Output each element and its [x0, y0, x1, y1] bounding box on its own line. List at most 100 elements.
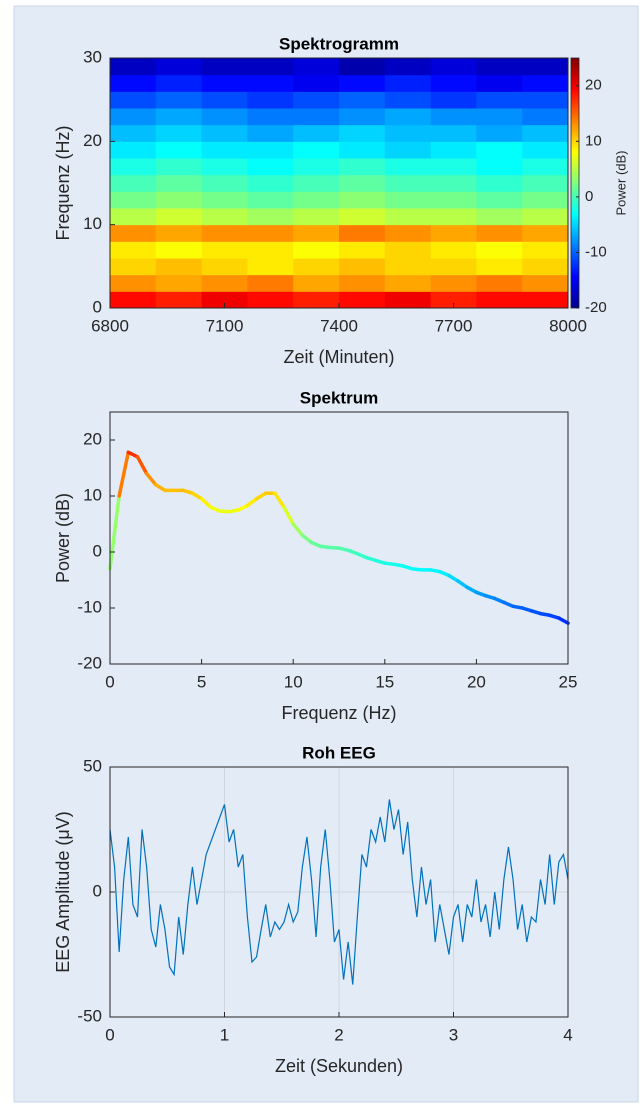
x-tick-label: 7400 — [320, 316, 358, 335]
heatmap-cell — [430, 274, 477, 292]
line-segment — [245, 497, 259, 508]
heatmap-cell — [339, 141, 386, 159]
heatmap-cell — [476, 174, 523, 192]
heatmap-cell — [247, 158, 294, 176]
heatmap-cell — [247, 291, 294, 309]
x-tick-label: 3 — [449, 1025, 458, 1044]
heatmap-cell — [430, 258, 477, 276]
heatmap-cell — [293, 124, 340, 142]
heatmap-cell — [476, 274, 523, 292]
heatmap-cell — [339, 58, 386, 76]
heatmap-cell — [110, 91, 157, 109]
heatmap-cell — [339, 191, 386, 209]
heatmap-cell — [430, 141, 477, 159]
line-segment — [117, 450, 131, 498]
heatmap-cell — [384, 241, 432, 259]
heatmap-cell — [247, 124, 294, 142]
heatmap-cell — [293, 141, 340, 159]
heatmap-cell — [430, 191, 477, 209]
heatmap-cell — [476, 124, 523, 142]
heatmap-cell — [476, 191, 523, 209]
x-tick-label: 8000 — [549, 316, 587, 335]
heatmap-cell — [430, 91, 477, 109]
heatmap-cell — [476, 258, 523, 276]
heatmap-cell — [247, 141, 294, 159]
heatmap-cell — [384, 108, 432, 126]
heatmap-cell — [384, 91, 432, 109]
heatmap-cell — [201, 224, 248, 242]
line — [109, 799, 569, 985]
heatmap-cell — [247, 191, 294, 209]
heatmap-cell — [430, 158, 477, 176]
x-tick-label: 1 — [220, 1025, 229, 1044]
heatmap-cell — [110, 241, 157, 259]
colorbar-tick-label: 10 — [585, 132, 602, 149]
heatmap-cell — [247, 274, 294, 292]
y-tick-label: 20 — [83, 429, 102, 448]
colorbar-tick-label: 20 — [585, 77, 602, 94]
heatmap-cell — [247, 108, 294, 126]
heatmap-cell — [247, 74, 294, 92]
line-segment — [300, 533, 314, 545]
line-segment — [282, 505, 295, 526]
heatmap-cell — [384, 74, 432, 92]
heatmap-cell — [293, 208, 340, 226]
heatmap-cell — [384, 258, 432, 276]
heatmap-cell — [430, 58, 477, 76]
heatmap-cell — [339, 108, 386, 126]
heatmap-cell — [522, 124, 569, 142]
heatmap-cell — [155, 74, 203, 92]
colorbar-tick-label: -10 — [585, 243, 607, 260]
plot-area — [110, 412, 568, 664]
heatmap-cell — [155, 274, 203, 292]
heatmap-cell — [339, 241, 386, 259]
heatmap-cell — [293, 74, 340, 92]
heatmap-cell — [384, 141, 432, 159]
heatmap-cell — [430, 74, 477, 92]
heatmap-cell — [339, 74, 386, 92]
line-segment — [108, 494, 121, 571]
heatmap-cell — [155, 241, 203, 259]
heatmap-cell — [155, 291, 203, 309]
heatmap-cell — [293, 274, 340, 292]
x-tick-label: 15 — [375, 672, 394, 691]
heatmap-cell — [339, 158, 386, 176]
axes-box — [109, 411, 569, 665]
line-segment — [456, 579, 469, 590]
heatmap-cell — [339, 91, 386, 109]
heatmap-cell — [522, 274, 569, 292]
heatmap-cell — [384, 208, 432, 226]
heatmap-cell — [293, 174, 340, 192]
heatmap-cell — [430, 208, 477, 226]
heatmap-cell — [522, 258, 569, 276]
heatmap-cell — [430, 224, 477, 242]
heatmap-cell — [384, 291, 432, 309]
heatmap-cell — [476, 208, 523, 226]
y-axis-label: Power (dB) — [53, 493, 73, 583]
heatmap-cell — [384, 158, 432, 176]
heatmap-cell — [201, 141, 248, 159]
heatmap-cell — [476, 74, 523, 92]
heatmap-cell — [293, 108, 340, 126]
x-tick-label: 0 — [105, 672, 114, 691]
x-tick-label: 2 — [334, 1025, 343, 1044]
x-axis-label: Zeit (Sekunden) — [275, 1056, 403, 1076]
heatmap-cell — [476, 158, 523, 176]
heatmap-cell — [384, 174, 432, 192]
heatmap-cell — [110, 58, 157, 76]
heatmap-cell — [247, 241, 294, 259]
line-segment — [154, 483, 167, 493]
heatmap-cell — [110, 158, 157, 176]
y-axis-label: EEG Amplitude (μV) — [53, 811, 73, 972]
heatmap-cell — [201, 274, 248, 292]
heatmap-cell — [293, 224, 340, 242]
heatmap-cell — [293, 91, 340, 109]
heatmap-cell — [201, 158, 248, 176]
heatmap-cell — [339, 258, 386, 276]
heatmap-cell — [339, 274, 386, 292]
y-tick-label: 20 — [83, 131, 102, 150]
heatmap-cell — [155, 174, 203, 192]
chart-title: Spektrogramm — [279, 34, 399, 53]
